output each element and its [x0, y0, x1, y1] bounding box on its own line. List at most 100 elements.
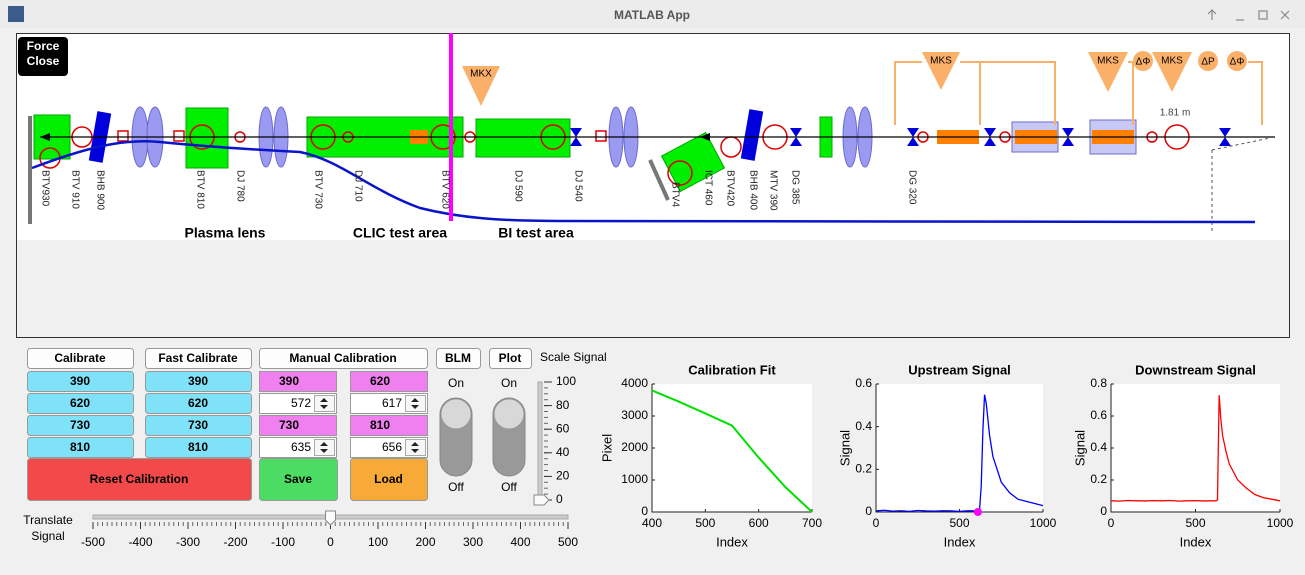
- position-cursor[interactable]: [449, 33, 453, 221]
- kicker-label: MKX: [470, 69, 492, 80]
- translate-tick-label: 400: [510, 535, 530, 549]
- switch-thumb[interactable]: [440, 398, 472, 430]
- axes-lines: [651, 384, 812, 513]
- y-tick-label: 0.6: [855, 376, 872, 390]
- monitor: [117, 130, 129, 142]
- fast-calibrate-button[interactable]: [145, 348, 252, 369]
- blm-button[interactable]: [436, 348, 481, 369]
- element-label: BTV420: [724, 170, 735, 207]
- x-axis-label: Index: [944, 534, 976, 549]
- spinner-arrows[interactable]: [314, 395, 335, 412]
- calibration-value[interactable]: [145, 437, 252, 458]
- target-value: 390: [279, 374, 299, 388]
- force-close-button[interactable]: [18, 37, 68, 76]
- y-tick-label: 2000: [621, 440, 648, 454]
- waveguides: [894, 61, 1263, 125]
- klystron-label: MKS: [1161, 56, 1183, 67]
- chart-title: Downstream Signal: [1135, 362, 1256, 377]
- element-label: MTV 390: [767, 170, 778, 211]
- target-value: 620: [370, 374, 390, 388]
- element-label: DJ 780: [234, 170, 245, 202]
- charts: Calibration Fit Index Pixel 400 500 600 700 0 10…: [599, 362, 1293, 549]
- calibrate-button[interactable]: [27, 348, 134, 369]
- monitor: [667, 160, 693, 186]
- spinner-arrows[interactable]: [405, 439, 426, 456]
- y-tick-label: 0.6: [1090, 408, 1107, 422]
- reset-button[interactable]: [27, 458, 252, 501]
- calibration-value[interactable]: [145, 393, 252, 414]
- pixel-value: 572: [291, 396, 311, 410]
- chart-title: Upstream Signal: [908, 362, 1011, 377]
- save-button[interactable]: [259, 458, 338, 501]
- switch-on-label: On: [448, 376, 464, 390]
- element-label: BTV930: [39, 170, 50, 207]
- element-label: BHB 900: [94, 170, 105, 210]
- kicker-shape: [462, 66, 500, 106]
- manual-calibration-button-text: Manual Calibration: [289, 351, 396, 365]
- target-value-box: [259, 371, 337, 392]
- monitor: [173, 130, 185, 142]
- y-tick-label: 0.4: [855, 419, 872, 433]
- title-bar: [0, 0, 1305, 28]
- translate-tick-label: 0: [327, 535, 334, 549]
- phase-shape: [1133, 51, 1153, 71]
- y-axis-label: Signal: [837, 430, 852, 466]
- calibration-value[interactable]: [145, 415, 252, 436]
- chart-title: Calibration Fit: [688, 362, 776, 377]
- calibration-value[interactable]: [27, 415, 134, 436]
- screen: [28, 116, 32, 224]
- calibration-value[interactable]: [27, 371, 134, 392]
- switch-on-label: On: [501, 376, 517, 390]
- y-tick-label: 0: [641, 504, 648, 518]
- x-tick-label: 0: [1108, 516, 1115, 530]
- axes-lines: [1110, 384, 1280, 513]
- klystron-label: MKS: [1097, 56, 1119, 67]
- element-label: BTV 620: [439, 170, 450, 209]
- maximize-button[interactable]: [1258, 10, 1268, 20]
- calibration-value[interactable]: [27, 393, 134, 414]
- distance-label: 1.81 m: [1160, 108, 1191, 119]
- spinner-arrows[interactable]: [405, 395, 426, 412]
- x-tick-label: 500: [1185, 516, 1205, 530]
- y-tick-label: 0: [1100, 504, 1107, 518]
- pin-button[interactable]: [1207, 9, 1217, 20]
- scale-slider-thumb[interactable]: [533, 494, 550, 506]
- calibration-value[interactable]: [145, 371, 252, 392]
- plot-button-text: Plot: [499, 351, 522, 365]
- spinner-arrow-glyph: [320, 442, 328, 453]
- x-tick-label: 1000: [1267, 516, 1294, 530]
- translate-label: Signal: [31, 529, 64, 543]
- calibration-value-text: 730: [188, 418, 208, 432]
- target-value: 810: [370, 418, 390, 432]
- x-tick-label: 700: [802, 516, 822, 530]
- y-tick-label: 4000: [621, 376, 648, 390]
- manual-calibration-button[interactable]: [259, 348, 428, 369]
- phase-shape: [1198, 51, 1218, 71]
- klystron-shape: [922, 52, 960, 90]
- scale-signal-label: Scale Signal: [540, 350, 607, 364]
- dipole: [740, 109, 764, 161]
- plot-area: [1111, 384, 1280, 512]
- spinner-arrows[interactable]: [314, 439, 335, 456]
- controls: Calibrate Fast Calibrate Manual Calibratio…: [23, 348, 607, 549]
- window-controls[interactable]: [1207, 9, 1290, 21]
- element-label: DJ 710: [352, 170, 363, 202]
- series-line: [1110, 395, 1281, 502]
- save-button-text: Save: [284, 472, 312, 486]
- close-button[interactable]: [1280, 10, 1290, 20]
- plot-button[interactable]: [489, 348, 532, 369]
- x-axis-label: Index: [1180, 534, 1212, 549]
- calibrate-button-text: Calibrate: [54, 351, 106, 365]
- translate-tick-label: -400: [128, 535, 152, 549]
- spinner-arrow-glyph: [411, 442, 419, 453]
- scale-slider-track: [537, 381, 543, 501]
- x-tick-label: 0: [873, 516, 880, 530]
- x-tick-label: 400: [642, 516, 662, 530]
- calibration-value[interactable]: [27, 437, 134, 458]
- element-label: DJ 590: [512, 170, 523, 202]
- load-button[interactable]: [350, 458, 428, 501]
- translate-slider-thumb[interactable]: [325, 510, 336, 526]
- y-tick-label: 0.4: [1090, 440, 1107, 454]
- switch-thumb[interactable]: [493, 398, 525, 430]
